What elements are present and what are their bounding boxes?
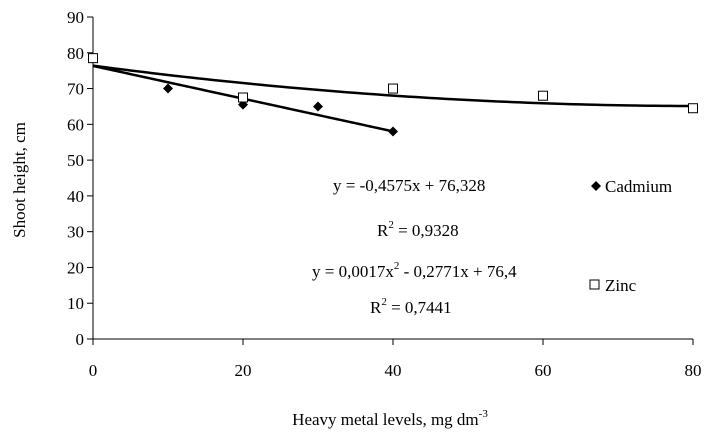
y-tick-label-50: 50	[67, 151, 84, 170]
x-tick-label-80: 80	[685, 361, 702, 380]
data-points	[88, 53, 698, 137]
y-tick-label-10: 10	[67, 294, 84, 313]
trendlines	[92, 64, 694, 133]
cadmium-point-3	[313, 101, 323, 112]
legend-cadmium-label: Cadmium	[605, 177, 672, 196]
zinc-trendline	[92, 64, 694, 108]
axes	[87, 16, 694, 345]
y-tick-label-0: 0	[76, 330, 85, 349]
zinc-point-0	[88, 53, 98, 64]
cadmium-point-4	[388, 126, 398, 137]
x-tick-label-60: 60	[535, 361, 552, 380]
zinc-point-2	[388, 83, 398, 94]
cadmium-r2-value: = 0,9328	[394, 221, 459, 240]
zinc-point-4	[688, 103, 698, 114]
cadmium-r2: R2 = 0,9328	[377, 219, 459, 240]
zinc-r2-label: R	[370, 298, 382, 317]
y-tick-label-90: 90	[67, 8, 84, 27]
legend-zinc-marker	[589, 279, 600, 290]
y-tick-label-70: 70	[67, 80, 84, 99]
zinc-r2-exp: 2	[381, 296, 387, 308]
y-tick-label-30: 30	[67, 223, 84, 242]
zinc-r2-value: = 0,7441	[387, 298, 452, 317]
cadmium-equation: y = -0,4575x + 76,328	[333, 176, 485, 195]
y-tick-label-20: 20	[67, 258, 84, 277]
cadmium-point-1	[163, 83, 173, 94]
legend: Cadmium Zinc	[589, 177, 672, 295]
zinc-equation-part2: - 0,2771x + 76,4	[399, 262, 517, 281]
zinc-equation-part1: y = 0,0017x	[312, 262, 394, 281]
tick-labels: 0 10 20 30 40 50 60 70 80 90 0 20 40 60 80	[67, 8, 702, 380]
zinc-r2: R2 = 0,7441	[370, 296, 452, 317]
legend-zinc-label: Zinc	[605, 276, 637, 295]
y-axis-title: Shoot height, cm	[10, 122, 29, 238]
cadmium-r2-exp: 2	[388, 219, 394, 231]
zinc-equation-exp: 2	[394, 260, 400, 272]
x-tick-label-40: 40	[385, 361, 402, 380]
legend-cadmium-marker	[591, 181, 601, 191]
x-tick-label-0: 0	[89, 361, 98, 380]
y-tick-label-80: 80	[67, 44, 84, 63]
x-axis-title-text: Heavy metal levels, mg dm	[292, 410, 478, 429]
y-tick-label-40: 40	[67, 187, 84, 206]
cadmium-r2-label: R	[377, 221, 389, 240]
x-axis-title-superscript: -3	[479, 408, 489, 420]
x-axis-title: Heavy metal levels, mg dm-3	[292, 408, 488, 429]
zinc-point-1	[238, 92, 248, 103]
x-tick-label-20: 20	[235, 361, 252, 380]
zinc-point-3	[538, 90, 548, 101]
zinc-equation: y = 0,0017x2 - 0,2771x + 76,4	[312, 260, 517, 281]
y-tick-label-60: 60	[67, 115, 84, 134]
